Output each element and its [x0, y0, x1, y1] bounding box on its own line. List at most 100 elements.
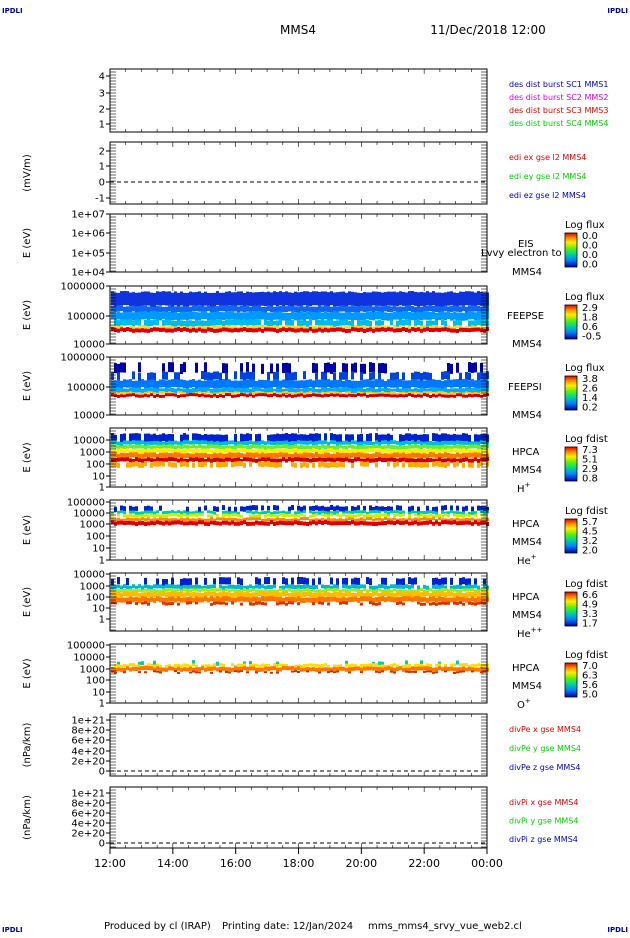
- spectrogram-cell: [159, 306, 162, 313]
- spectrogram-hpca_hepp: [111, 577, 489, 606]
- spectrogram-cell: [417, 514, 420, 518]
- spectrogram-cell: [288, 441, 291, 446]
- spectrogram-cell: [246, 449, 249, 454]
- spectrogram-cell: [252, 444, 255, 449]
- legend-entry: divPi x gse MMS4: [509, 798, 578, 807]
- spectrogram-cell: [213, 371, 216, 380]
- spectrogram-cell: [420, 511, 423, 515]
- spectrogram-cell: [135, 440, 138, 445]
- spectrogram-cell: [420, 453, 423, 459]
- spectrogram-cell: [117, 326, 120, 330]
- spectrogram-cell: [270, 462, 273, 468]
- spectrogram-cell: [114, 363, 117, 374]
- spectrogram-cell: [432, 592, 435, 598]
- spectrogram-cell: [255, 584, 258, 589]
- spectrogram-cell: [240, 461, 243, 467]
- spectrogram-cell: [369, 327, 372, 332]
- spectrogram-cell: [306, 448, 309, 453]
- spectrogram-cell: [423, 596, 426, 602]
- spectrogram-cell: [258, 448, 261, 453]
- spectrogram-cell: [228, 596, 231, 602]
- spacecraft-title: MMS4: [280, 23, 316, 37]
- spectrogram-cell: [294, 444, 297, 449]
- spectrogram-cell: [186, 434, 189, 443]
- spectrogram-cell: [426, 591, 429, 597]
- spectrogram-cell: [153, 521, 156, 526]
- spectrogram-cell: [219, 292, 222, 307]
- spectrogram-cell: [318, 577, 321, 585]
- spectrogram-cell: [159, 667, 162, 672]
- spectrogram-cell: [123, 518, 126, 522]
- spectrogram-cell: [123, 311, 126, 320]
- spectrogram-cell: [435, 306, 438, 313]
- spectrogram-cell: [237, 452, 240, 458]
- spectrogram-cell: [441, 311, 444, 320]
- spectrogram-cell: [243, 319, 246, 326]
- spectrogram-cell: [471, 305, 474, 312]
- spectrogram-cell: [285, 458, 288, 463]
- spectrogram-cell: [411, 327, 414, 332]
- spectrogram-cell: [141, 511, 144, 515]
- spectrogram-cell: [138, 458, 141, 463]
- spectrogram-cell: [324, 511, 327, 515]
- spectrogram-cell: [312, 387, 315, 393]
- spectrogram-cell: [354, 388, 357, 394]
- spectrogram-cell: [414, 520, 417, 525]
- spectrogram-cell: [333, 671, 336, 674]
- legend-entry: des dist burst SC2 MMS2: [509, 93, 608, 102]
- spectrogram-cell: [111, 670, 114, 673]
- spectrogram-cell: [111, 596, 114, 602]
- spectrogram-cell: [204, 387, 207, 393]
- spectrogram-cell: [393, 663, 396, 667]
- spectrogram-cell: [246, 291, 249, 306]
- spectrogram-cell: [297, 292, 300, 307]
- spectrogram-cell: [180, 306, 183, 313]
- spectrogram-cell: [339, 434, 342, 443]
- spectrogram-cell: [300, 449, 303, 454]
- spectrogram-cell: [426, 453, 429, 459]
- spectrogram-cell: [357, 380, 360, 389]
- spectrogram-cell: [234, 319, 237, 326]
- spectrogram-cell: [324, 462, 327, 468]
- spectrogram-cell: [303, 445, 306, 450]
- spectrogram-cell: [315, 518, 318, 522]
- spectrogram-cell: [165, 520, 168, 525]
- spectrogram-cell: [186, 458, 189, 463]
- spectrogram-cell: [360, 380, 363, 389]
- spectrogram-cell: [390, 312, 393, 321]
- spectrogram-cell: [273, 514, 276, 518]
- spectrogram-cell: [483, 588, 486, 592]
- spectrogram-cell: [429, 452, 432, 458]
- spectrogram-cell: [246, 666, 249, 671]
- spectrogram-cell: [432, 328, 435, 333]
- spectrogram-cell: [144, 326, 147, 330]
- spectrogram-cell: [213, 518, 216, 522]
- spectrogram-cell: [279, 445, 282, 450]
- spectrogram-cell: [414, 379, 417, 388]
- spectrogram-cell: [459, 444, 462, 449]
- spectrogram-cell: [228, 577, 231, 585]
- spectrogram-cell: [432, 311, 435, 320]
- spectrogram-cell: [324, 584, 327, 589]
- spectrogram-cell: [399, 588, 402, 592]
- spectrogram-cell: [171, 362, 174, 373]
- spectrogram-cell: [348, 585, 351, 590]
- spectrogram-cell: [378, 661, 381, 666]
- spectrogram-cell: [474, 327, 477, 332]
- spectrogram-cell: [129, 391, 132, 394]
- spectrogram-cell: [360, 671, 363, 674]
- spectrogram-cell: [417, 458, 420, 463]
- spectrogram-cell: [471, 441, 474, 446]
- spectrogram-cell: [366, 513, 369, 517]
- spectrogram-cell: [231, 601, 234, 605]
- spectrogram-cell: [285, 452, 288, 458]
- spectrogram-cell: [273, 434, 276, 443]
- spectrogram-cell: [297, 440, 300, 445]
- spectrogram-cell: [426, 597, 429, 603]
- spectrogram-cell: [438, 387, 441, 393]
- spectrogram-cell: [309, 521, 312, 526]
- spectrogram-cell: [456, 328, 459, 333]
- spectrogram-cell: [171, 577, 174, 585]
- spectrogram-cell: [294, 585, 297, 590]
